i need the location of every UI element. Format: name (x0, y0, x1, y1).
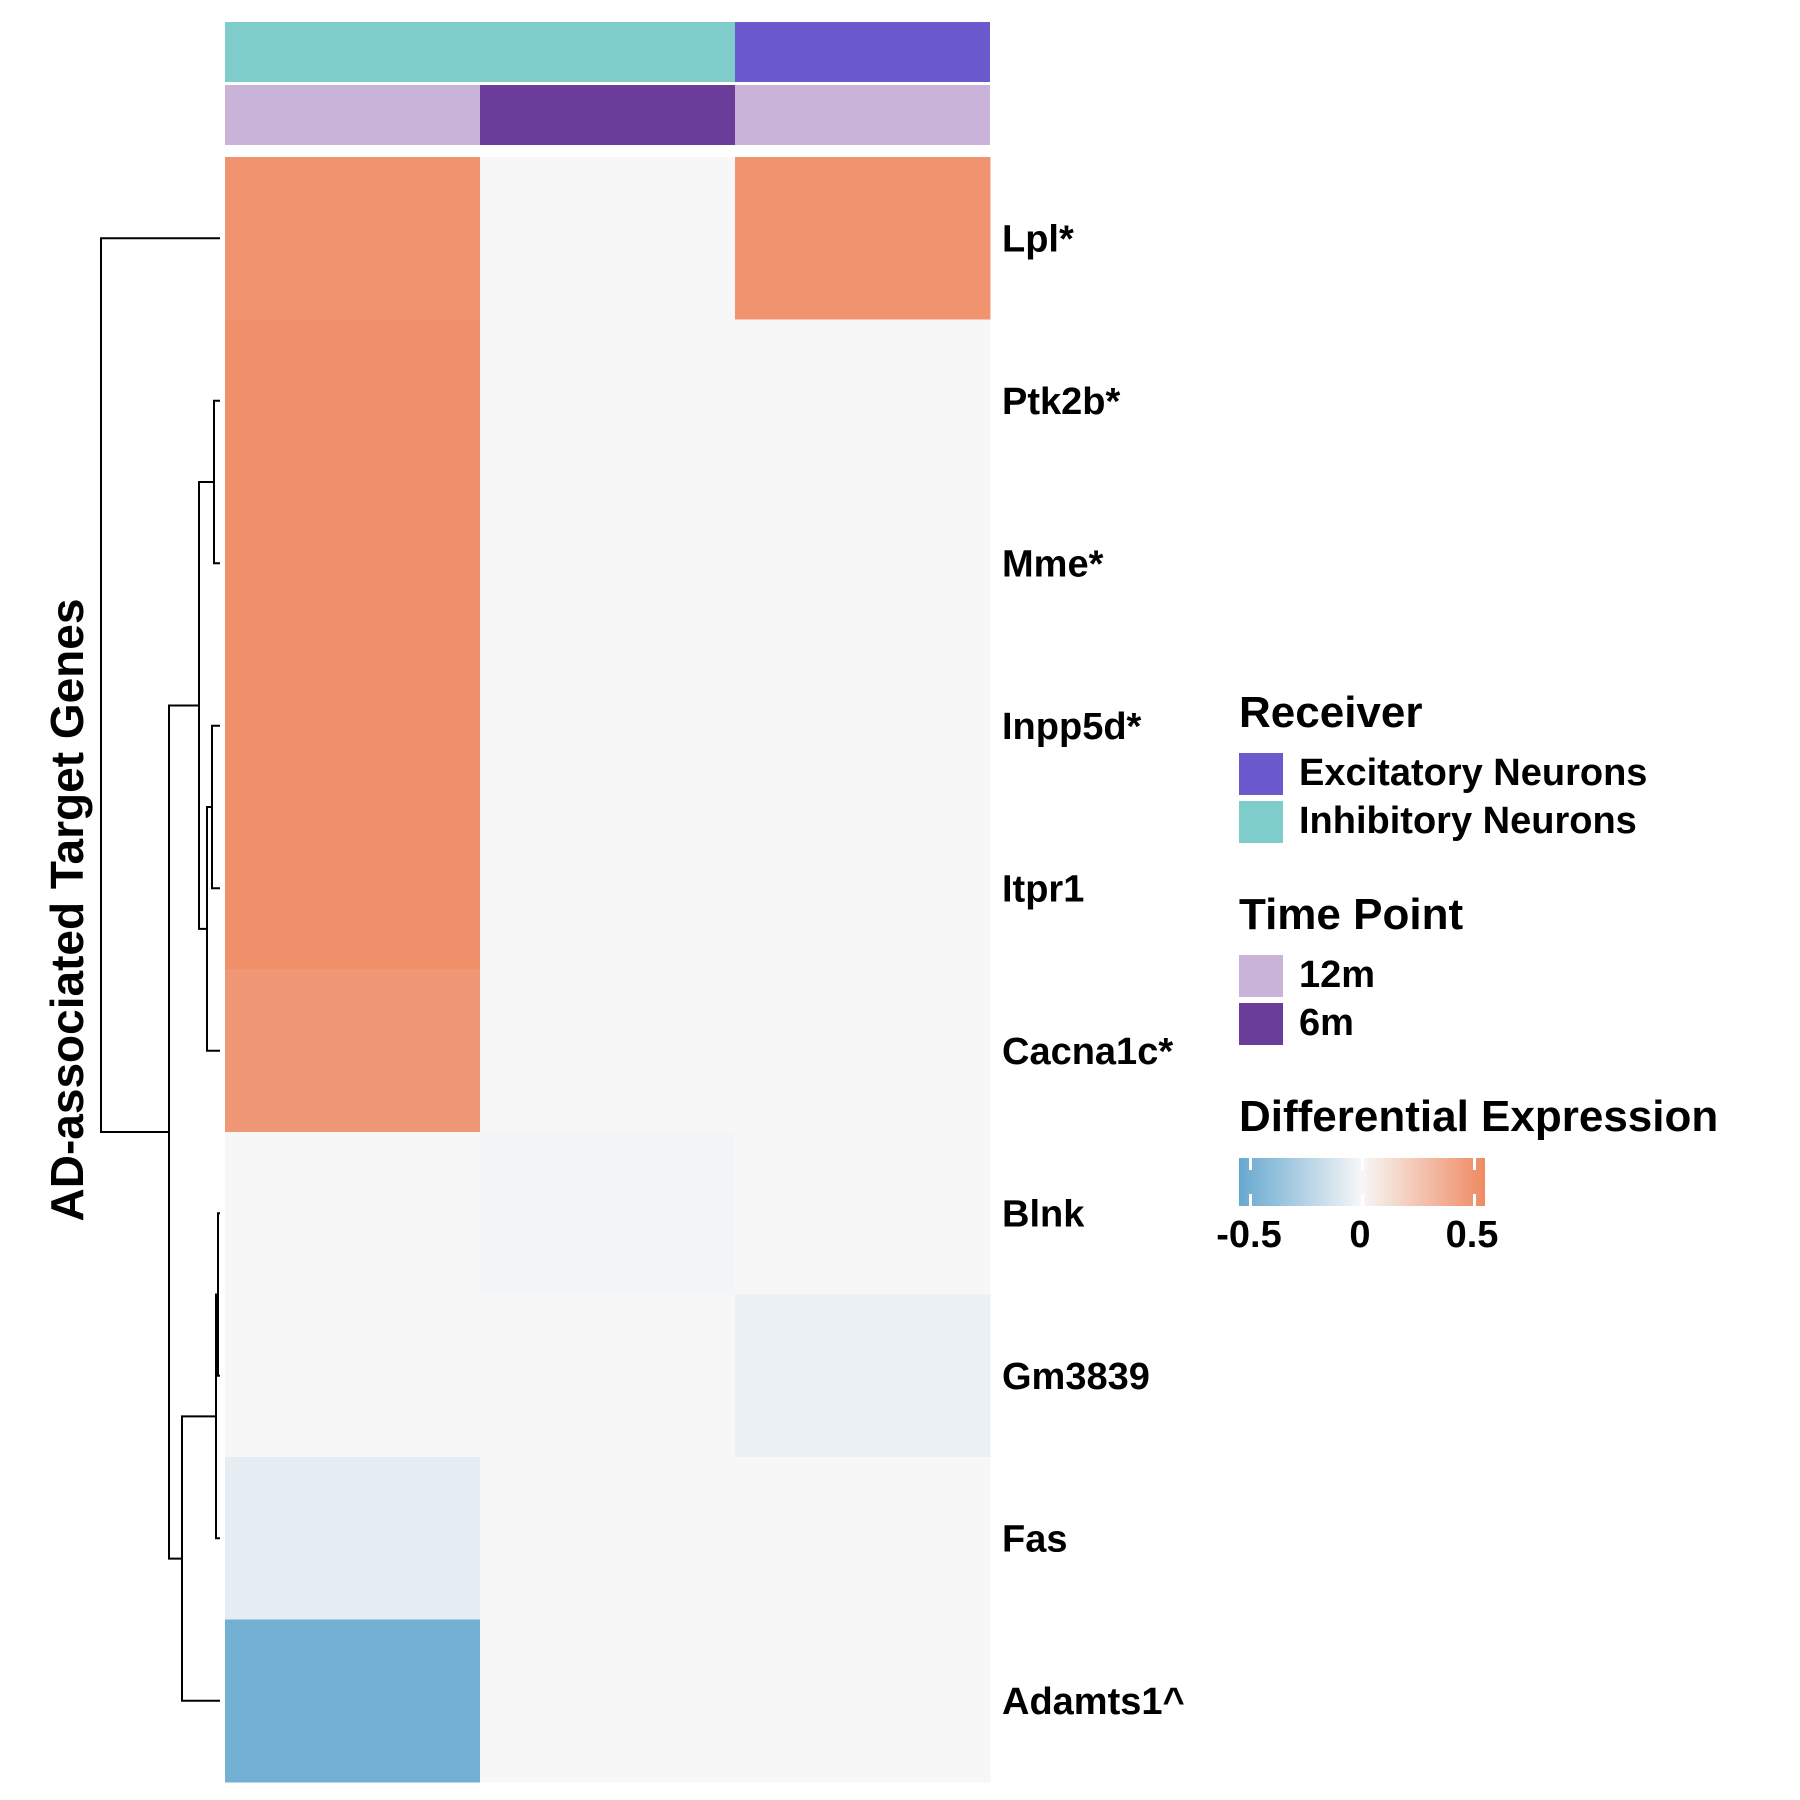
legend-item-6m: 6m (1239, 1000, 1463, 1048)
heatmap-cell (225, 969, 481, 1133)
heatmap-cell (480, 319, 736, 483)
color-bar-tick (1361, 1158, 1364, 1170)
color-bar-tick (1361, 1194, 1364, 1206)
legend-label-6m: 6m (1299, 1002, 1354, 1044)
heatmap-cell (225, 1132, 481, 1295)
heatmap-cell (735, 969, 991, 1133)
heatmap-cell (735, 1294, 991, 1458)
legend-item-12m: 12m (1239, 952, 1463, 1000)
row-label: Inpp5d* (1002, 706, 1142, 748)
row-label: Gm3839 (1002, 1356, 1150, 1398)
heatmap-cell (735, 807, 991, 970)
heatmap-cell (225, 319, 481, 483)
heatmap-cell (225, 1619, 481, 1783)
dendrogram-branch (206, 806, 220, 1052)
row-label: Cacna1c* (1002, 1031, 1173, 1073)
heatmap-cells (225, 157, 991, 1783)
heatmap-cell (735, 1457, 991, 1620)
color-bar-tick (1249, 1194, 1253, 1206)
row-label: Itpr1 (1002, 868, 1084, 910)
row-label: Blnk (1002, 1193, 1085, 1235)
color-bar-label-zero: 0 (1349, 1214, 1371, 1256)
heatmap-cell (480, 1132, 736, 1295)
row-dendrogram (100, 237, 220, 1702)
color-bar-tick (1472, 1194, 1476, 1206)
legend-time-title: Time Point (1239, 890, 1464, 939)
heatmap-cell (225, 807, 481, 970)
heatmap-cell (225, 1294, 481, 1458)
heatmap-cell (480, 807, 736, 970)
heatmap-cell (480, 1294, 736, 1458)
annotation-receiver-col-0 (225, 22, 480, 82)
annotation-timepoint-col-2 (735, 85, 990, 145)
legend-receiver-title: Receiver (1239, 688, 1423, 737)
annotation-receiver-col-1 (480, 22, 735, 82)
legend-label-inhibitory: Inhibitory Neurons (1299, 800, 1637, 842)
annotation-timepoint-col-0 (225, 85, 480, 145)
legend-receiver: Receiver Excitatory Neurons Inhibitory N… (1239, 688, 1647, 846)
dendrogram-branch (181, 1415, 220, 1702)
row-labels: Lpl* Ptk2b* Mme* Inpp5d* Itpr1 Cacna1c* Blnk Gm… (1002, 218, 1185, 1723)
color-bar-tick (1472, 1158, 1476, 1170)
annotation-timepoint-col-1 (480, 85, 735, 145)
dendrogram-branch (168, 704, 199, 1560)
heatmap-cell (480, 482, 736, 645)
heatmap-cell (225, 1457, 481, 1620)
heatmap-cell (480, 157, 736, 320)
row-label: Mme* (1002, 543, 1104, 585)
heatmap-cell (225, 644, 481, 808)
legend-label-12m: 12m (1299, 954, 1376, 996)
legend-swatch-excitatory (1239, 753, 1283, 795)
heatmap-cell (225, 157, 481, 320)
annotation-receiver-col-2 (735, 22, 990, 82)
heatmap-cell (735, 157, 991, 320)
heatmap-cell (735, 319, 991, 483)
heatmap-cell (480, 644, 736, 808)
legend-swatch-6m (1239, 1003, 1283, 1045)
row-label: Fas (1002, 1518, 1067, 1560)
color-bar-tick (1249, 1158, 1253, 1170)
column-annotations (225, 22, 990, 145)
dendrogram-branch (217, 1212, 220, 1377)
heatmap-cell (480, 969, 736, 1133)
legend-label-excitatory: Excitatory Neurons (1299, 752, 1648, 794)
color-bar-label-pos: 0.5 (1445, 1214, 1499, 1256)
row-label: Lpl* (1002, 218, 1074, 260)
legend-swatch-inhibitory (1239, 801, 1283, 843)
heatmap-cell (480, 1619, 736, 1783)
legend-diff-title: Differential Expression (1239, 1092, 1719, 1141)
row-label: Adamts1^ (1002, 1681, 1185, 1723)
legend-time-point: Time Point 12m 6m (1239, 890, 1463, 1048)
heatmap-cell (735, 1132, 991, 1295)
row-label: Ptk2b* (1002, 381, 1120, 423)
heatmap-cell (735, 482, 991, 645)
heatmap-cell (735, 1619, 991, 1783)
legend-swatch-12m (1239, 955, 1283, 997)
dendrogram-branch (211, 724, 220, 890)
legend-differential-expression: Differential Expression (1239, 1092, 1718, 1142)
dendrogram-branch (100, 237, 220, 1133)
heatmap-cell (225, 482, 481, 645)
legend-item-inhibitory: Inhibitory Neurons (1239, 798, 1637, 846)
y-axis-label: AD-associated Target Genes (41, 598, 93, 1222)
legend-item-excitatory: Excitatory Neurons (1239, 750, 1647, 798)
heatmap-cell (480, 1457, 736, 1620)
color-bar-label-neg: -0.5 (1216, 1214, 1282, 1256)
heatmap-cell (735, 644, 991, 808)
dendrogram-branch (213, 399, 220, 565)
